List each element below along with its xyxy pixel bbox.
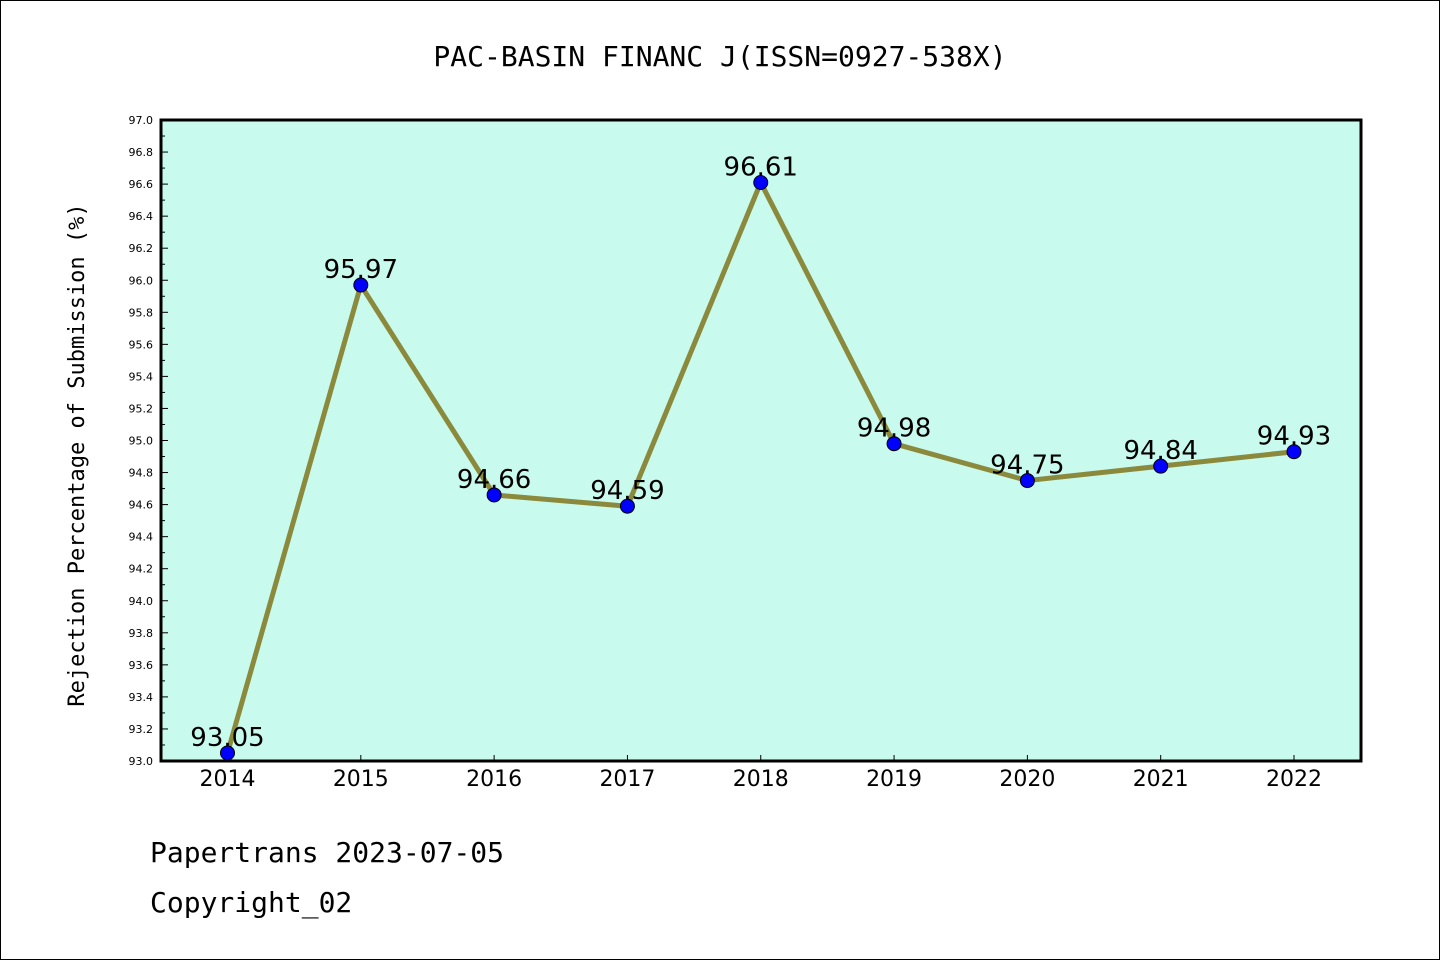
y-tick-label: 94.2 <box>129 563 154 576</box>
y-tick-label: 95.2 <box>129 402 154 415</box>
y-tick-label: 96.8 <box>129 146 154 159</box>
chart-title: PAC-BASIN FINANC J(ISSN=0927-538X) <box>433 40 1006 73</box>
data-point <box>619 498 635 514</box>
data-point <box>486 487 502 503</box>
data-point <box>886 436 902 452</box>
y-axis: 93.0 93.2 93.4 93.6 93.8 94.0 94.2 94.4 94.6 94.8… <box>129 114 168 768</box>
data-label: 94.59 <box>590 476 664 506</box>
y-tick-label: 93.6 <box>129 659 154 672</box>
y-tick-label: 93.0 <box>129 755 154 768</box>
y-tick-label: 93.2 <box>129 723 154 736</box>
data-point <box>353 277 369 293</box>
y-tick-label: 96.0 <box>129 274 154 287</box>
data-point <box>220 745 235 761</box>
footer-date: Papertrans 2023-07-05 <box>150 836 505 869</box>
x-tick-label: 2015 <box>333 767 389 792</box>
y-tick-label: 96.2 <box>129 242 154 255</box>
y-tick-label: 94.4 <box>129 531 154 544</box>
data-point <box>1019 473 1035 489</box>
data-label: 94.98 <box>857 414 931 444</box>
x-tick-label: 2017 <box>599 767 655 792</box>
footer-copyright: Copyright_02 <box>150 886 353 919</box>
y-tick-label: 95.8 <box>129 306 154 319</box>
x-tick-label: 2019 <box>866 767 922 792</box>
y-tick-label: 95.6 <box>129 338 154 351</box>
y-tick-label: 93.4 <box>129 691 154 704</box>
data-label: 93.05 <box>190 723 264 753</box>
data-point <box>753 174 769 190</box>
x-tick-label: 2022 <box>1266 767 1322 792</box>
series-markers <box>220 174 1302 761</box>
data-label: 96.61 <box>724 152 798 182</box>
data-label: 94.84 <box>1123 436 1197 466</box>
y-tick-label: 95.4 <box>129 370 154 383</box>
data-point <box>1286 444 1302 460</box>
y-tick-label: 96.6 <box>129 178 154 191</box>
x-tick-label: 2018 <box>733 767 789 792</box>
y-tick-label: 95.0 <box>129 435 154 448</box>
x-tick-label: 2020 <box>999 767 1055 792</box>
plot-area <box>159 118 1363 763</box>
y-axis-label: Rejection Percentage of Submission (%) <box>65 203 90 706</box>
data-labels: 93.05 95.97 94.66 94.59 96.61 94.98 94.75 94.84… <box>190 152 1331 752</box>
data-label: 94.93 <box>1257 422 1331 452</box>
y-tick-label: 93.8 <box>129 627 154 640</box>
data-label: 94.75 <box>990 451 1064 481</box>
data-label: 95.97 <box>324 255 398 285</box>
x-axis: 2014 2015 2016 2017 2018 2019 2020 2021 2022 <box>200 755 1322 792</box>
y-tick-label: 96.4 <box>129 210 154 223</box>
y-tick-label: 97.0 <box>129 114 154 127</box>
x-tick-label: 2021 <box>1133 767 1189 792</box>
y-tick-label: 94.0 <box>129 595 154 608</box>
x-tick-label: 2014 <box>200 767 256 792</box>
x-tick-label: 2016 <box>466 767 522 792</box>
data-label: 94.66 <box>457 465 531 495</box>
y-tick-label: 94.8 <box>129 467 154 480</box>
data-point <box>1153 458 1169 474</box>
y-tick-label: 94.6 <box>129 499 154 512</box>
